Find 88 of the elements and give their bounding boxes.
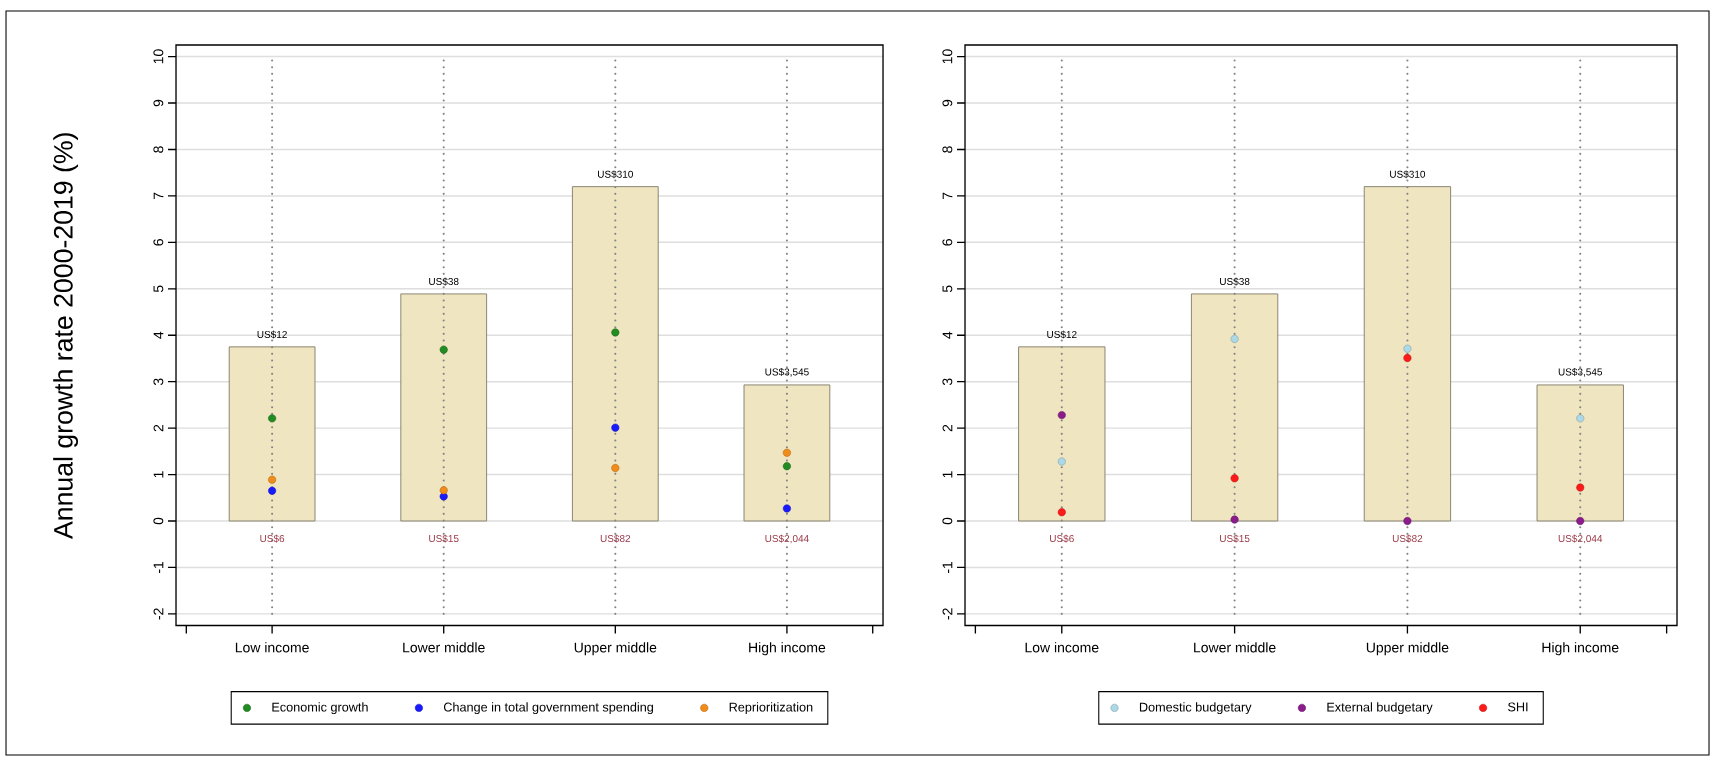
point [1576,414,1585,423]
annotation: US$38 [429,277,459,286]
legend-label: Reprioritization [729,702,813,715]
point [268,486,277,495]
point [439,486,448,495]
point [1576,516,1585,525]
bar [571,186,659,522]
x-tick-label: Lower middle [403,642,485,653]
x-tick-label: Low income [235,642,309,653]
y-tick-label: 3 [942,378,953,386]
annotation: US$82 [1392,534,1423,543]
bar [228,346,316,522]
y-axis-title: Annual growth rate 2000-2019 (%) [53,133,79,540]
y-tick-label: 7 [942,192,953,200]
point [782,448,791,457]
y-tick-label: 9 [942,99,953,107]
legend-label: SHI [1508,702,1528,712]
annotation: US$15 [1220,534,1250,543]
annotation: US$6 [260,534,285,543]
y-tick-label: -2 [942,608,953,620]
y-tick-label: 8 [153,146,164,153]
x-tick-label: Low income [1025,642,1099,653]
x-tick-label: Upper middle [574,642,657,656]
point [439,345,448,354]
y-tick-label: 1 [942,471,953,478]
annotation: US$2,044 [1558,534,1603,544]
annotation: US$6 [1050,534,1074,543]
point [1230,474,1239,483]
y-tick-label: -2 [153,608,164,620]
y-tick-label: 7 [153,192,164,200]
point [1230,334,1239,343]
point [1057,457,1066,466]
y-tick-label: 2 [942,424,953,432]
point [782,504,791,513]
bar [1536,384,1624,522]
y-tick-label: 10 [153,49,164,64]
x-tick-label: Upper middle [1366,642,1449,656]
point [611,464,620,473]
y-tick-label: 10 [942,49,953,64]
legend-label: Economic growth [272,702,368,715]
annotation: US$12 [1047,330,1077,339]
y-tick-label: 5 [153,285,164,293]
point [1057,411,1066,420]
y-tick-label: 4 [153,331,164,339]
point [1230,515,1239,524]
y-tick-label: 8 [942,146,953,153]
point [268,475,277,484]
annotation: US$2,044 [765,534,809,544]
y-tick-label: 6 [153,239,164,246]
point [1403,344,1412,353]
y-tick-label: -1 [153,561,164,574]
y-tick-label: 0 [153,517,164,525]
legend-label: External budgetary [1327,702,1433,715]
point [1403,353,1412,362]
y-tick-label: 0 [942,517,953,525]
y-tick-label: 1 [153,471,164,478]
bar [743,384,831,522]
y-tick-label: 9 [153,99,164,107]
annotation: US$310 [598,170,633,179]
point [782,462,791,471]
y-tick-label: -1 [942,561,953,574]
annotation: US$12 [257,330,287,339]
bar [400,293,488,522]
x-tick-label: Lower middle [1194,642,1276,653]
point [611,423,620,432]
x-tick-label: High income [749,642,826,656]
y-tick-label: 2 [153,424,164,432]
point [1057,508,1066,517]
annotation: US$38 [1220,277,1250,286]
y-tick-label: 4 [942,331,953,339]
bar [1363,186,1452,522]
bar [1190,293,1279,522]
x-tick-label: High income [1542,642,1619,656]
point [1576,483,1585,492]
point [611,328,620,337]
annotation: US$3,545 [1558,367,1603,377]
annotation: US$15 [429,534,459,543]
annotation: US$3,545 [765,367,809,377]
y-tick-label: 6 [942,239,953,246]
point [1403,516,1412,525]
annotation: US$310 [1390,170,1426,179]
y-tick-label: 5 [942,285,953,293]
legend-label: Domestic budgetary [1139,702,1252,715]
annotation: US$82 [600,534,631,543]
bar [1018,346,1106,522]
legend-label: Change in total government spending [443,702,653,715]
point [268,414,277,423]
y-tick-label: 3 [153,378,164,386]
